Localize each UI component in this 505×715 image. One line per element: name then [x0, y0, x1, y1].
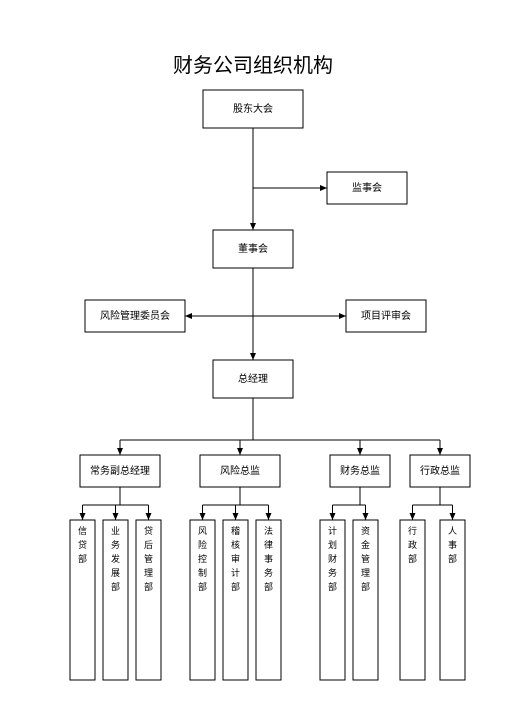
dept-riskctl-label: 险 [198, 539, 207, 550]
dept-audit-label: 稽 [231, 525, 240, 536]
dept-admin-label: 部 [408, 553, 417, 564]
dept-legal-label: 事 [264, 553, 273, 564]
dept-treasury-label: 部 [361, 581, 370, 592]
node-project-committee-label: 项目评审会 [361, 309, 411, 322]
dept-bizdev-label: 展 [111, 568, 120, 578]
node-supervisors-label: 监事会 [352, 181, 382, 194]
dept-planfin-label: 计 [328, 525, 337, 536]
dept-hr-label: 人 [448, 526, 457, 536]
dept-treasury-label: 金 [361, 539, 370, 550]
dept-postloan-label: 部 [144, 581, 153, 592]
dept-credit-label: 部 [78, 553, 87, 564]
dept-audit-label: 核 [231, 539, 240, 550]
dept-riskctl-label: 控 [198, 553, 207, 564]
dept-credit-label: 信 [78, 525, 87, 536]
dept-audit-label: 计 [231, 567, 240, 578]
dept-riskctl-label: 制 [198, 567, 207, 578]
dept-planfin-label: 财 [328, 553, 337, 564]
node-board-label: 董事会 [238, 242, 268, 255]
dept-postloan-label: 理 [144, 568, 153, 578]
node-risk-committee-label: 风险管理委员会 [100, 309, 170, 322]
dept-hr-label: 事 [448, 539, 457, 550]
dept-legal-label: 务 [264, 567, 273, 578]
node-admin-director-label: 行政总监 [420, 464, 460, 477]
dept-bizdev-label: 业 [111, 526, 120, 536]
dept-treasury-label: 资 [361, 526, 370, 536]
node-finance-director-label: 财务总监 [340, 464, 380, 477]
dept-audit-label: 部 [231, 581, 240, 592]
node-risk-director-label: 风险总监 [220, 464, 260, 477]
dept-postloan-label: 管 [144, 553, 153, 564]
dept-treasury-label: 管 [361, 553, 370, 564]
node-deputy-gm-label: 常务副总经理 [90, 464, 150, 477]
node-general-manager-label: 总经理 [238, 372, 268, 385]
dept-legal-label: 部 [264, 581, 273, 592]
chart-title: 财务公司组织机构 [173, 54, 333, 77]
dept-audit-label: 审 [231, 553, 240, 564]
dept-admin-label: 政 [408, 539, 417, 550]
dept-treasury-label: 理 [361, 568, 370, 578]
dept-admin-label: 行 [408, 525, 417, 536]
dept-bizdev-label: 务 [111, 539, 120, 550]
dept-hr-label: 部 [448, 553, 457, 564]
dept-credit-label: 贷 [78, 539, 87, 550]
dept-planfin-label: 部 [328, 581, 337, 592]
node-shareholders-label: 股东大会 [233, 102, 273, 115]
dept-bizdev-label: 部 [111, 581, 120, 592]
dept-planfin-label: 务 [328, 567, 337, 578]
dept-riskctl-label: 风 [198, 526, 207, 536]
dept-postloan-label: 贷 [144, 525, 153, 536]
dept-postloan-label: 后 [144, 540, 153, 550]
dept-legal-label: 律 [264, 539, 273, 550]
dept-riskctl-label: 部 [198, 581, 207, 592]
dept-bizdev-label: 发 [111, 553, 120, 564]
dept-legal-label: 法 [264, 525, 273, 536]
dept-planfin-label: 划 [328, 539, 337, 550]
